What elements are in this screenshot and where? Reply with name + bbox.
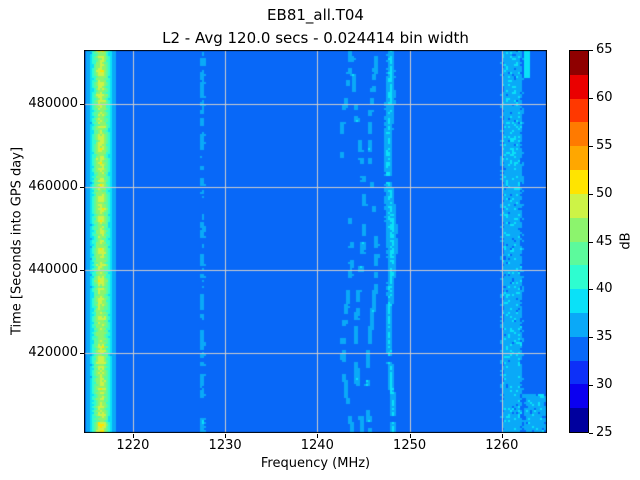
- colorbar-tick-label: 45: [596, 233, 613, 249]
- colorbar-band: [570, 265, 588, 290]
- colorbar-tick-mark: [589, 433, 593, 434]
- y-tick-mark: [80, 269, 84, 271]
- x-tick-label: 1220: [116, 438, 150, 453]
- y-tick-label: 460000: [28, 178, 78, 194]
- colorbar-tick-label: 25: [596, 425, 613, 440]
- y-axis-label: Time [Seconds into GPS day]: [9, 146, 25, 336]
- colorbar-band: [570, 336, 588, 361]
- spectrogram-heatmap: [84, 50, 547, 433]
- colorbar-band: [570, 146, 588, 171]
- colorbar-tick-label: 50: [596, 185, 613, 201]
- x-tick-mark: [225, 434, 227, 438]
- colorbar-band: [570, 312, 588, 337]
- colorbar-band: [570, 289, 588, 313]
- colorbar-band: [570, 384, 588, 409]
- x-tick-mark: [132, 434, 134, 438]
- y-tick-label: 480000: [28, 95, 78, 111]
- x-tick-mark: [317, 434, 319, 438]
- colorbar-band: [570, 408, 588, 432]
- y-tick-label: 420000: [28, 344, 78, 360]
- colorbar-tick-label: 30: [596, 377, 613, 393]
- colorbar-tick-mark: [589, 241, 593, 243]
- y-tick-label: 440000: [28, 261, 78, 277]
- colorbar-tick-label: 40: [596, 281, 613, 297]
- colorbar-tick-label: 65: [596, 42, 613, 57]
- colorbar: [569, 50, 589, 433]
- y-tick-mark: [80, 352, 84, 354]
- figure-subtitle: L2 - Avg 120.0 secs - 0.024414 bin width: [162, 29, 469, 47]
- x-tick-label: 1250: [393, 438, 427, 453]
- x-tick-mark: [409, 434, 411, 438]
- colorbar-tick-mark: [589, 289, 593, 291]
- x-tick-label: 1240: [300, 438, 334, 453]
- x-axis-label: Frequency (MHz): [260, 456, 371, 471]
- colorbar-tick-mark: [589, 50, 593, 51]
- x-tick-mark: [501, 434, 503, 438]
- colorbar-band: [570, 122, 588, 147]
- colorbar-band: [570, 74, 588, 99]
- colorbar-tick-mark: [589, 145, 593, 147]
- y-tick-mark: [80, 186, 84, 188]
- figure-title: EB81_all.T04: [267, 6, 364, 24]
- colorbar-band: [570, 241, 588, 266]
- colorbar-band: [570, 360, 588, 385]
- y-tick-mark: [80, 103, 84, 105]
- colorbar-unit-label: dB: [618, 232, 634, 250]
- colorbar-tick-label: 55: [596, 137, 613, 153]
- colorbar-band: [570, 217, 588, 242]
- x-tick-label: 1260: [485, 438, 519, 453]
- colorbar-tick-mark: [589, 193, 593, 195]
- colorbar-tick-label: 35: [596, 329, 613, 345]
- colorbar-tick-mark: [589, 337, 593, 339]
- x-tick-label: 1230: [208, 438, 242, 453]
- colorbar-tick-label: 60: [596, 89, 613, 105]
- colorbar-band: [570, 98, 588, 123]
- colorbar-band: [570, 51, 588, 75]
- colorbar-band: [570, 193, 588, 218]
- colorbar-band: [570, 170, 588, 194]
- colorbar-tick-mark: [589, 97, 593, 99]
- colorbar-tick-mark: [589, 385, 593, 387]
